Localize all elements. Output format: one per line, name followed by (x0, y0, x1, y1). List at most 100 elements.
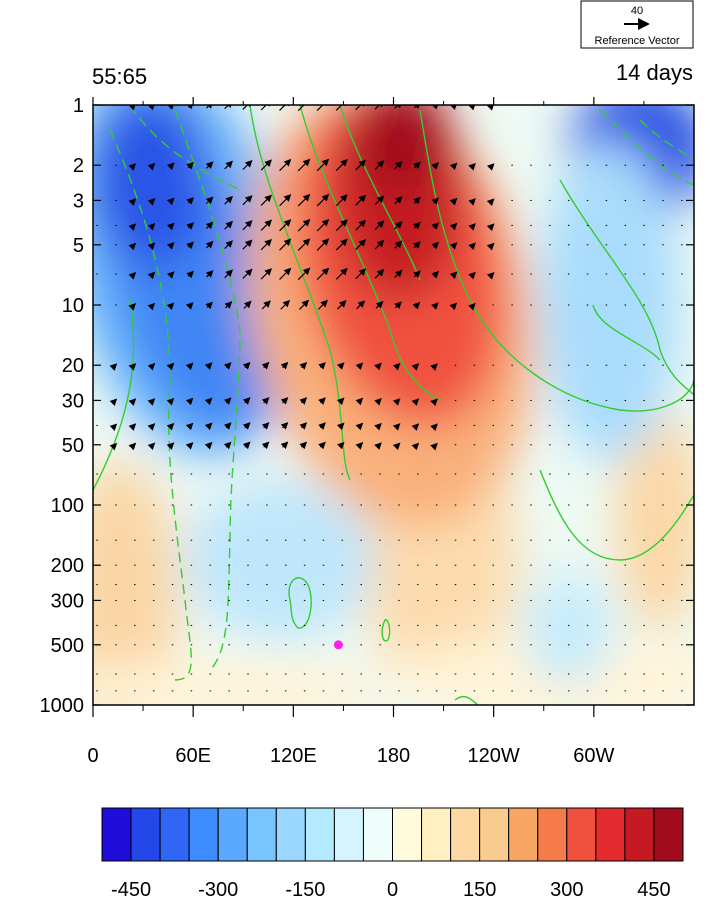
vector-arrow (411, 442, 420, 451)
vector-arrow (242, 239, 253, 250)
vector-arrow (147, 242, 156, 251)
colorbar-swatch (479, 807, 510, 862)
vector-arrow (392, 442, 401, 451)
vector-arrow (260, 194, 272, 206)
colorbar-swatch (130, 807, 161, 862)
x-tick-label: 0 (87, 745, 98, 767)
vector-arrow (279, 158, 292, 172)
vector-arrow (468, 162, 476, 171)
vector-arrow (413, 221, 421, 230)
colorbar-swatch (421, 807, 452, 862)
colorbar-swatch (450, 807, 481, 862)
vector-arrow (279, 105, 292, 111)
vector-arrow (224, 269, 233, 279)
vector-arrow (299, 422, 308, 430)
chart-title-left: 55:65 (92, 64, 147, 89)
vector-arrow (486, 198, 495, 207)
y-tick-label: 1000 (40, 695, 85, 717)
vector-arrow (413, 105, 421, 109)
colorbar-swatch (188, 807, 219, 862)
vector-arrow (297, 105, 311, 112)
vector-arrow (355, 397, 364, 406)
vector-arrow (166, 362, 175, 371)
vector-arrow (147, 302, 156, 311)
vector-arrow (431, 270, 440, 279)
vector-arrow (280, 397, 289, 405)
y-tick-label: 100 (51, 495, 84, 517)
vector-arrow (128, 442, 137, 451)
vector-arrow (486, 223, 495, 232)
vector-arrow (335, 219, 348, 232)
vector-arrow (128, 163, 137, 171)
vector-arrow (260, 159, 272, 171)
vector-arrow (260, 105, 272, 111)
y-tick-label: 300 (51, 590, 84, 612)
vector-arrow (299, 441, 308, 450)
vector-arrow (336, 441, 345, 450)
vector-arrow (205, 270, 214, 278)
y-tick-label: 5 (73, 235, 84, 257)
vector-arrow (486, 105, 495, 111)
vector-arrow (224, 220, 233, 230)
vector-arrow (128, 398, 137, 406)
vector-arrow (375, 300, 384, 309)
vector-arrow (318, 422, 326, 430)
colorbar-swatch (246, 807, 277, 862)
vector-arrow (316, 105, 330, 112)
vector-arrow (185, 442, 194, 450)
vector-arrow (335, 194, 348, 207)
y-tick-label: 1 (73, 95, 84, 117)
vector-arrow (279, 219, 292, 232)
vector-arrow (128, 223, 137, 231)
vector-arrow (261, 422, 270, 430)
vector-arrow (355, 268, 367, 280)
contour-lines (93, 105, 694, 705)
vector-arrow (297, 267, 311, 281)
vector-arrow (186, 105, 194, 110)
vector-arrow (166, 162, 175, 171)
vector-arrow (355, 239, 367, 251)
vector-arrow (204, 397, 213, 406)
vector-arrow (335, 238, 348, 251)
vector-arrow (147, 198, 156, 206)
vector-arrow (280, 441, 289, 450)
vector-arrow (128, 423, 137, 431)
vector-arrow (468, 302, 476, 311)
vector-arrow (411, 423, 420, 431)
vector-arrow (185, 397, 194, 406)
vector-arrow (394, 221, 403, 230)
vector-arrow (449, 242, 458, 250)
vector-arrow (468, 223, 476, 231)
colorbar-label: -150 (285, 879, 325, 898)
vector-arrow (413, 241, 421, 249)
vector-arrow (128, 198, 137, 206)
vector-arrow (468, 271, 476, 280)
vector-arrow (299, 361, 308, 370)
vector-arrow (280, 422, 289, 430)
vector-arrow (318, 397, 326, 405)
vector-arrow (316, 238, 330, 251)
vector-arrow (204, 441, 213, 450)
vector-field (96, 105, 683, 692)
vector-arrow (109, 363, 118, 371)
vector-arrow (449, 162, 458, 171)
vector-arrow (374, 195, 385, 206)
vector-arrow (279, 194, 292, 207)
vector-arrow (374, 220, 385, 231)
vector-arrow (242, 105, 253, 110)
vector-arrow (486, 242, 495, 251)
vector-arrow (224, 301, 233, 309)
vector-arrow (185, 422, 194, 431)
vector-arrow (394, 196, 403, 205)
vector-arrow (449, 302, 458, 311)
chart-title-right: 14 days (616, 60, 693, 85)
reference-vector-box: 40 Reference Vector (580, 0, 694, 49)
colorbar-label: 0 (387, 879, 398, 898)
vector-arrow (204, 422, 213, 431)
y-tick-label: 3 (73, 190, 84, 212)
vector-arrow (223, 362, 232, 370)
vector-arrow (261, 361, 270, 370)
vector-arrow (374, 397, 382, 406)
vector-arrow (394, 240, 403, 249)
